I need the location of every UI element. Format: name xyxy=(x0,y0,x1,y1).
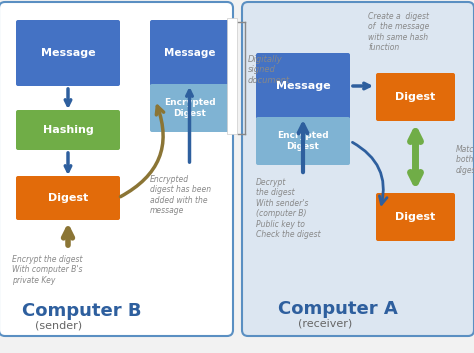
Text: Digest: Digest xyxy=(48,193,88,203)
Bar xyxy=(227,18,237,134)
Text: Digitally
signed
document: Digitally signed document xyxy=(248,55,290,85)
Text: (receiver): (receiver) xyxy=(298,318,352,328)
FancyBboxPatch shape xyxy=(150,20,229,86)
FancyBboxPatch shape xyxy=(376,193,455,241)
Text: Message: Message xyxy=(41,48,95,58)
FancyArrowPatch shape xyxy=(353,142,387,204)
Text: (sender): (sender) xyxy=(35,320,82,330)
Text: Encrypted
Digest: Encrypted Digest xyxy=(164,98,215,118)
FancyBboxPatch shape xyxy=(256,53,350,119)
Text: Message: Message xyxy=(164,48,215,58)
Text: Computer B: Computer B xyxy=(22,302,142,320)
FancyBboxPatch shape xyxy=(16,176,120,220)
Text: Create a  digest
of  the message
with same hash
function: Create a digest of the message with same… xyxy=(368,12,429,52)
FancyBboxPatch shape xyxy=(16,110,120,150)
Text: Encrypted
digest has been
added with the
message: Encrypted digest has been added with the… xyxy=(150,175,211,215)
Text: Message: Message xyxy=(276,81,330,91)
Text: Decrypt
the digest
With sender's
(computer B)
Public key to
Check the digest: Decrypt the digest With sender's (comput… xyxy=(256,178,320,239)
FancyBboxPatch shape xyxy=(256,117,350,165)
FancyBboxPatch shape xyxy=(376,73,455,121)
FancyArrowPatch shape xyxy=(120,106,164,197)
FancyBboxPatch shape xyxy=(242,2,474,336)
Text: Encrypted
Digest: Encrypted Digest xyxy=(277,131,329,151)
FancyBboxPatch shape xyxy=(16,20,120,86)
Text: Match
both the
digest: Match both the digest xyxy=(456,145,474,175)
Text: Encrypt the digest
With computer B's
private Key: Encrypt the digest With computer B's pri… xyxy=(12,255,82,285)
Text: Hashing: Hashing xyxy=(43,125,93,135)
Text: Digest: Digest xyxy=(395,92,436,102)
FancyBboxPatch shape xyxy=(150,84,229,132)
Text: Computer A: Computer A xyxy=(278,300,398,318)
Text: Digest: Digest xyxy=(395,212,436,222)
FancyBboxPatch shape xyxy=(0,2,233,336)
